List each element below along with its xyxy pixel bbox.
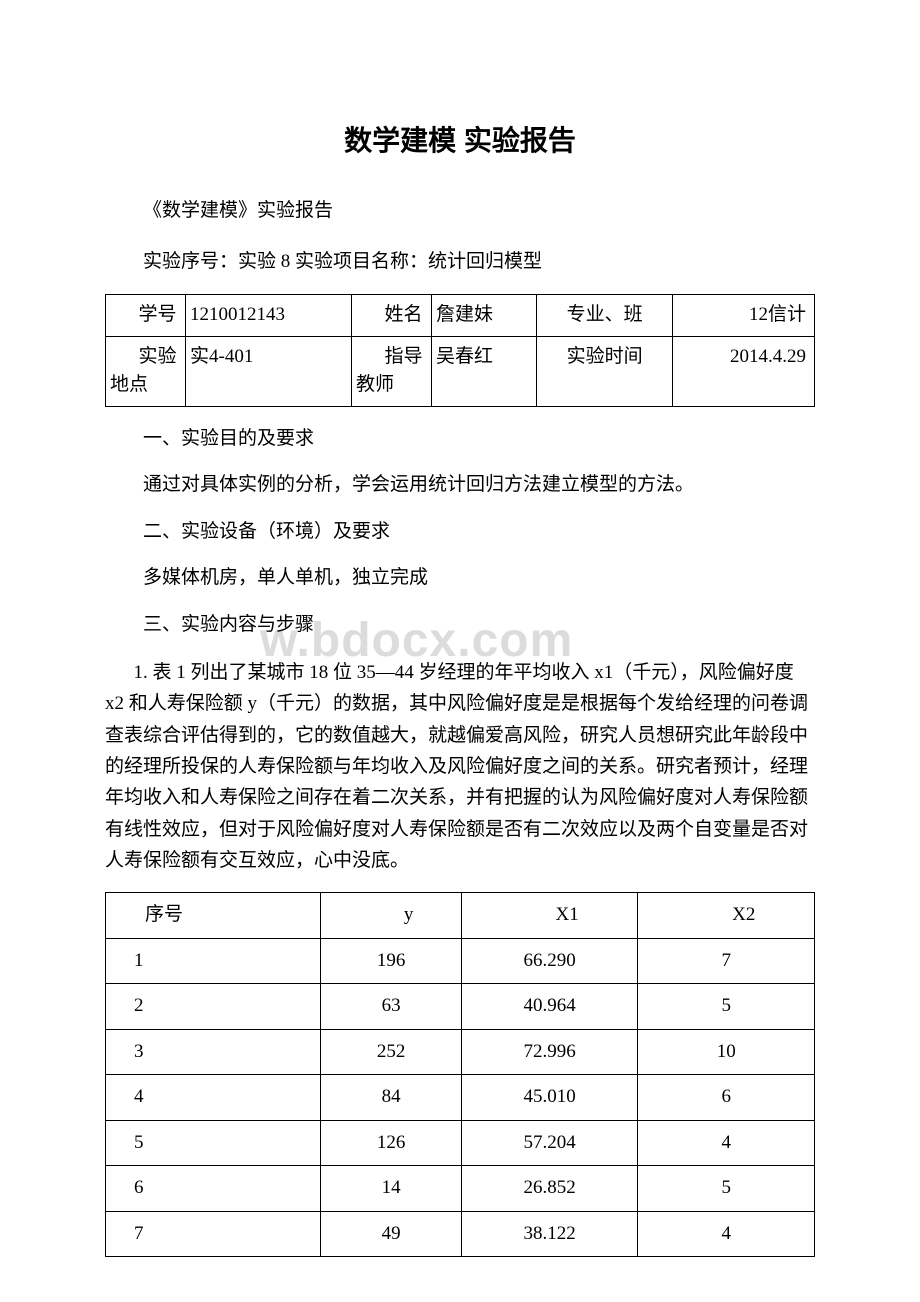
cell-x1: 26.852 [461, 1166, 638, 1212]
page-title: 数学建模 实验报告 [105, 120, 815, 162]
col-header-x1: X1 [461, 893, 638, 939]
label-student-id: 学号 [106, 295, 186, 337]
cell-y: 49 [321, 1211, 461, 1257]
col-header-y: y [321, 893, 461, 939]
cell-y: 84 [321, 1075, 461, 1121]
value-name: 詹建妹 [431, 295, 536, 337]
value-location: 实4-401 [186, 336, 352, 406]
section-3-heading: 三、实验内容与步骤 [105, 611, 815, 640]
cell-serial: 3 [106, 1029, 321, 1075]
cell-serial: 6 [106, 1166, 321, 1212]
cell-x1: 40.964 [461, 984, 638, 1030]
cell-x2: 6 [638, 1075, 815, 1121]
cell-x2: 10 [638, 1029, 815, 1075]
cell-x1: 72.996 [461, 1029, 638, 1075]
cell-x2: 7 [638, 938, 815, 984]
cell-x2: 5 [638, 1166, 815, 1212]
cell-x2: 5 [638, 984, 815, 1030]
cell-serial: 2 [106, 984, 321, 1030]
cell-y: 196 [321, 938, 461, 984]
experiment-line: 实验序号：实验 8 实验项目名称：统计回归模型 [105, 248, 815, 277]
cell-serial: 4 [106, 1075, 321, 1121]
cell-x1: 66.290 [461, 938, 638, 984]
info-table: 学号 1210012143 姓名 詹建妹 专业、班 12信计 实验地点 实4-4… [105, 294, 815, 407]
table-header-row: 序号 y X1 X2 [106, 893, 815, 939]
cell-x2: 4 [638, 1120, 815, 1166]
cell-x1: 45.010 [461, 1075, 638, 1121]
value-instructor: 吴春红 [431, 336, 536, 406]
cell-x1: 57.204 [461, 1120, 638, 1166]
cell-serial: 5 [106, 1120, 321, 1166]
value-student-id: 1210012143 [186, 295, 352, 337]
label-name: 姓名 [351, 295, 431, 337]
label-instructor: 指导教师 [351, 336, 431, 406]
cell-y: 126 [321, 1120, 461, 1166]
problem-text: 1. 表 1 列出了某城市 18 位 35—44 岁经理的年平均收入 x1（千元… [105, 657, 815, 876]
table-row: 3 252 72.996 10 [106, 1029, 815, 1075]
table-row: 6 14 26.852 5 [106, 1166, 815, 1212]
table-row: 7 49 38.122 4 [106, 1211, 815, 1257]
col-header-x2: X2 [638, 893, 815, 939]
table-row: 2 63 40.964 5 [106, 984, 815, 1030]
cell-serial: 1 [106, 938, 321, 984]
cell-serial: 7 [106, 1211, 321, 1257]
cell-y: 14 [321, 1166, 461, 1212]
col-header-serial: 序号 [106, 893, 321, 939]
cell-y: 63 [321, 984, 461, 1030]
value-time: 2014.4.29 [672, 336, 814, 406]
cell-y: 252 [321, 1029, 461, 1075]
section-1-heading: 一、实验目的及要求 [105, 425, 815, 454]
label-major: 专业、班 [537, 295, 673, 337]
data-table: 序号 y X1 X2 1 196 66.290 7 2 63 40.964 5 … [105, 892, 815, 1257]
info-row: 实验地点 实4-401 指导教师 吴春红 实验时间 2014.4.29 [106, 336, 815, 406]
table-row: 5 126 57.204 4 [106, 1120, 815, 1166]
section-2-body: 多媒体机房，单人单机，独立完成 [105, 564, 815, 593]
table-row: 1 196 66.290 7 [106, 938, 815, 984]
value-major: 12信计 [672, 295, 814, 337]
table-row: 4 84 45.010 6 [106, 1075, 815, 1121]
section-2-heading: 二、实验设备（环境）及要求 [105, 518, 815, 547]
label-location: 实验地点 [106, 336, 186, 406]
label-time: 实验时间 [537, 336, 673, 406]
cell-x2: 4 [638, 1211, 815, 1257]
section-1-body: 通过对具体实例的分析，学会运用统计回归方法建立模型的方法。 [105, 471, 815, 500]
info-row: 学号 1210012143 姓名 詹建妹 专业、班 12信计 [106, 295, 815, 337]
subtitle: 《数学建模》实验报告 [105, 197, 815, 226]
cell-x1: 38.122 [461, 1211, 638, 1257]
